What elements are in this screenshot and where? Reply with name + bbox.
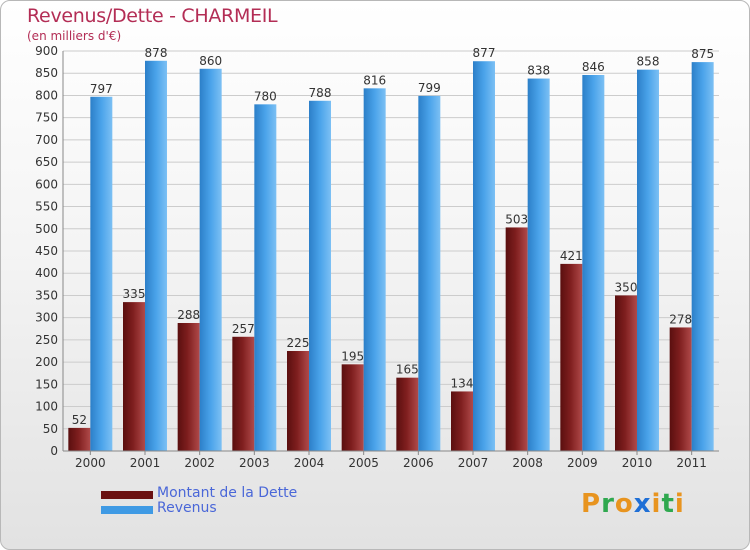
bar-dette-2009 bbox=[560, 263, 583, 451]
x-tick-label: 2005 bbox=[348, 456, 379, 470]
x-tick-label: 2003 bbox=[239, 456, 270, 470]
data-label-revenus-2003: 780 bbox=[254, 89, 277, 103]
bar-dette-2008 bbox=[505, 227, 528, 451]
y-tick-label: 150 bbox=[35, 377, 58, 391]
y-tick-label: 600 bbox=[35, 177, 58, 191]
bar-dette-2011 bbox=[669, 327, 692, 451]
bar-revenus-2011 bbox=[691, 62, 714, 451]
data-label-dette-2001: 335 bbox=[123, 287, 146, 301]
data-label-dette-2002: 288 bbox=[177, 308, 200, 322]
x-tick-label: 2007 bbox=[458, 456, 489, 470]
x-tick-label: 2009 bbox=[567, 456, 598, 470]
bar-revenus-2002 bbox=[199, 68, 222, 452]
y-tick-label: 350 bbox=[35, 288, 58, 302]
logo-letter: t bbox=[661, 489, 675, 519]
y-tick-label: 100 bbox=[35, 400, 58, 414]
data-label-dette-2003: 257 bbox=[232, 322, 255, 336]
y-tick-label: 700 bbox=[35, 133, 58, 147]
chart-subtitle: (en milliers d'€) bbox=[27, 29, 122, 43]
y-tick-label: 550 bbox=[35, 200, 58, 214]
logo-letter: i bbox=[674, 489, 685, 519]
bar-revenus-2008 bbox=[527, 78, 550, 452]
y-tick-label: 450 bbox=[35, 244, 58, 258]
y-tick-label: 0 bbox=[50, 444, 58, 458]
y-tick-label: 250 bbox=[35, 333, 58, 347]
y-tick-label: 800 bbox=[35, 88, 58, 102]
data-label-revenus-2010: 858 bbox=[637, 55, 660, 69]
bar-dette-2002 bbox=[177, 323, 200, 451]
data-label-dette-2006: 165 bbox=[396, 363, 419, 377]
x-tick-label: 2002 bbox=[184, 456, 215, 470]
bar-revenus-2003 bbox=[254, 104, 277, 451]
data-label-revenus-2007: 877 bbox=[473, 46, 496, 60]
data-label-revenus-2001: 878 bbox=[145, 46, 168, 60]
data-label-dette-2009: 421 bbox=[560, 249, 583, 263]
y-tick-label: 300 bbox=[35, 311, 58, 325]
bar-revenus-2010 bbox=[637, 69, 659, 452]
chart-title: Revenus/Dette - CHARMEIL bbox=[27, 5, 278, 27]
bar-dette-2003 bbox=[232, 336, 255, 451]
data-label-dette-2010: 350 bbox=[615, 280, 638, 294]
x-tick-label: 2000 bbox=[75, 456, 106, 470]
data-label-dette-2000: 52 bbox=[72, 413, 87, 427]
y-tick-label: 500 bbox=[35, 222, 58, 236]
logo-letter: x bbox=[633, 489, 652, 519]
logo-letter: P bbox=[581, 489, 602, 519]
data-label-dette-2007: 134 bbox=[451, 376, 474, 390]
x-tick-label: 2004 bbox=[294, 456, 325, 470]
proxiti-logo: Proxiti bbox=[581, 489, 685, 519]
logo-letter: r bbox=[601, 489, 615, 519]
legend-swatch-dette bbox=[101, 491, 153, 499]
y-tick-label: 750 bbox=[35, 111, 58, 125]
data-label-dette-2008: 503 bbox=[505, 212, 528, 226]
y-tick-label: 200 bbox=[35, 355, 58, 369]
data-label-dette-2004: 225 bbox=[287, 336, 310, 350]
bar-dette-2007 bbox=[451, 391, 473, 451]
data-label-revenus-2011: 875 bbox=[691, 47, 714, 61]
x-tick-label: 2001 bbox=[130, 456, 161, 470]
y-tick-label: 50 bbox=[43, 422, 58, 436]
bar-revenus-2004 bbox=[309, 100, 331, 452]
bar-revenus-2009 bbox=[582, 75, 605, 451]
data-label-revenus-2006: 799 bbox=[418, 81, 441, 95]
data-label-revenus-2002: 860 bbox=[199, 54, 222, 68]
y-tick-label: 650 bbox=[35, 155, 58, 169]
data-label-revenus-2005: 816 bbox=[363, 73, 386, 87]
legend-label-dette: Montant de la Dette bbox=[157, 485, 298, 501]
x-tick-label: 2006 bbox=[403, 456, 434, 470]
bar-dette-2004 bbox=[287, 351, 309, 451]
data-label-revenus-2000: 797 bbox=[90, 82, 113, 96]
bar-dette-2010 bbox=[615, 295, 637, 451]
data-label-revenus-2008: 838 bbox=[527, 64, 550, 78]
bar-revenus-2005 bbox=[363, 88, 386, 451]
data-label-dette-2011: 278 bbox=[669, 312, 692, 326]
y-tick-label: 850 bbox=[35, 66, 58, 80]
y-tick-label: 900 bbox=[35, 44, 58, 58]
bar-dette-2001 bbox=[123, 302, 145, 451]
data-label-revenus-2004: 788 bbox=[309, 86, 332, 100]
bar-dette-2000 bbox=[68, 427, 91, 451]
y-tick-label: 400 bbox=[35, 266, 58, 280]
bar-dette-2006 bbox=[396, 377, 419, 451]
logo-letter: i bbox=[651, 489, 662, 519]
bar-dette-2005 bbox=[341, 364, 364, 451]
x-tick-label: 2010 bbox=[622, 456, 653, 470]
bar-revenus-2000 bbox=[90, 96, 113, 452]
x-tick-label: 2008 bbox=[512, 456, 543, 470]
bar-revenus-2001 bbox=[145, 60, 167, 452]
legend-label-revenus: Revenus bbox=[157, 500, 217, 516]
data-label-dette-2005: 195 bbox=[341, 349, 364, 363]
data-label-revenus-2009: 846 bbox=[582, 60, 605, 74]
logo-letter: o bbox=[614, 489, 634, 519]
bar-revenus-2007 bbox=[473, 61, 495, 451]
bar-revenus-2006 bbox=[418, 95, 441, 451]
legend-swatch-revenus bbox=[101, 506, 153, 514]
x-tick-label: 2011 bbox=[676, 456, 707, 470]
